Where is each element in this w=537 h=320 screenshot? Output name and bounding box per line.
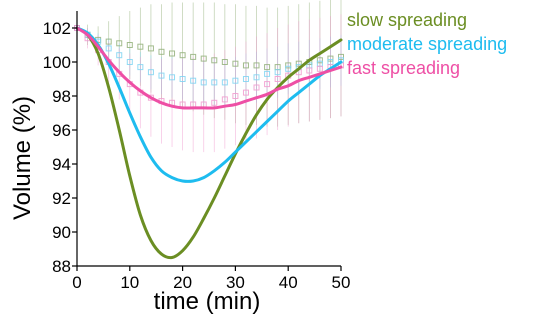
fast-spreading-marker xyxy=(221,96,228,103)
moderate-spreading-marker xyxy=(285,65,292,72)
x-tick-label: 10 xyxy=(120,273,139,292)
x-tick-label: 0 xyxy=(72,273,81,292)
moderate-spreading-marker xyxy=(179,76,186,82)
slow-spreading-marker xyxy=(316,57,323,64)
slow-spreading-marker xyxy=(190,53,197,60)
x-tick-label: 40 xyxy=(279,273,298,292)
fast-spreading-marker xyxy=(274,76,281,82)
fast-spreading-marker xyxy=(232,93,239,99)
moderate-spreading-marker xyxy=(264,70,271,77)
fast-spreading-marker xyxy=(211,99,218,106)
slow-spreading-marker xyxy=(126,42,133,48)
fast-spreading-marker xyxy=(316,65,323,72)
y-tick-label: 98 xyxy=(52,87,71,106)
moderate-spreading-marker xyxy=(242,76,249,82)
slow-spreading-marker xyxy=(232,60,239,67)
legend-slow-spreading: slow spreading xyxy=(347,10,467,30)
y-tick-label: 90 xyxy=(52,223,71,242)
fast-spreading-marker xyxy=(253,84,260,91)
slow-spreading-marker xyxy=(242,62,249,69)
fast-spreading-marker xyxy=(306,67,313,74)
moderate-spreading-marker xyxy=(200,79,207,86)
slow-spreading-marker xyxy=(211,57,218,64)
slow-spreading-marker xyxy=(253,62,260,69)
slow-spreading-marker xyxy=(295,60,302,67)
x-tick-label: 20 xyxy=(173,273,192,292)
moderate-spreading-marker xyxy=(126,59,133,65)
y-tick-label: 88 xyxy=(52,257,71,276)
slow-spreading-marker xyxy=(169,50,176,57)
moderate-spreading-marker xyxy=(190,77,197,84)
slow-spreading-marker xyxy=(147,45,154,52)
x-ticks: 0 10 20 30 40 50 xyxy=(72,266,350,292)
slow-spreading-marker xyxy=(221,59,228,65)
moderate-spreading-marker xyxy=(221,79,228,86)
y-tick-label: 100 xyxy=(43,53,71,72)
moderate-spreading-marker xyxy=(211,79,218,86)
x-tick-label: 50 xyxy=(332,273,351,292)
moderate-spreading-marker xyxy=(232,77,239,84)
slow-spreading-marker xyxy=(285,62,292,69)
x-axis-title: time (min) xyxy=(154,288,261,315)
slow-spreading-model-line xyxy=(75,26,343,260)
moderate-spreading-marker xyxy=(105,45,112,52)
model-lines-layer xyxy=(75,26,343,260)
y-ticks: 88 90 92 94 96 98 100 102 xyxy=(43,19,77,276)
y-tick-label: 96 xyxy=(52,121,71,140)
fast-spreading-marker xyxy=(242,89,249,96)
moderate-spreading-marker xyxy=(253,74,260,81)
y-tick-label: 94 xyxy=(52,155,71,174)
x-tick-label: 30 xyxy=(226,273,245,292)
fast-spreading-model-line xyxy=(75,26,343,110)
slow-spreading-marker xyxy=(264,64,271,71)
moderate-spreading-marker xyxy=(274,69,281,76)
slow-spreading-marker xyxy=(179,52,186,59)
y-axis-title: Volume (%) xyxy=(9,96,36,220)
slow-spreading-marker xyxy=(338,53,344,60)
moderate-spreading-marker xyxy=(169,74,176,81)
slow-spreading-marker xyxy=(327,55,334,62)
slow-spreading-marker xyxy=(158,48,165,55)
slow-spreading-marker xyxy=(200,55,207,62)
slow-spreading-marker xyxy=(137,43,144,50)
legend-moderate-spreading: moderate spreading xyxy=(347,34,507,54)
moderate-spreading-marker xyxy=(147,69,154,76)
y-tick-label: 92 xyxy=(52,189,71,208)
legend: slow spreading moderate spreading fast spr… xyxy=(347,10,507,78)
slow-spreading-marker xyxy=(105,38,112,45)
moderate-spreading-marker xyxy=(137,64,144,71)
moderate-spreading-marker xyxy=(158,72,165,79)
slow-spreading-marker xyxy=(116,40,123,47)
y-tick-label: 102 xyxy=(43,19,71,38)
legend-fast-spreading: fast spreading xyxy=(347,58,460,78)
fast-spreading-marker xyxy=(264,81,271,88)
moderate-spreading-model-line xyxy=(75,26,343,183)
moderate-spreading-marker xyxy=(116,52,123,59)
